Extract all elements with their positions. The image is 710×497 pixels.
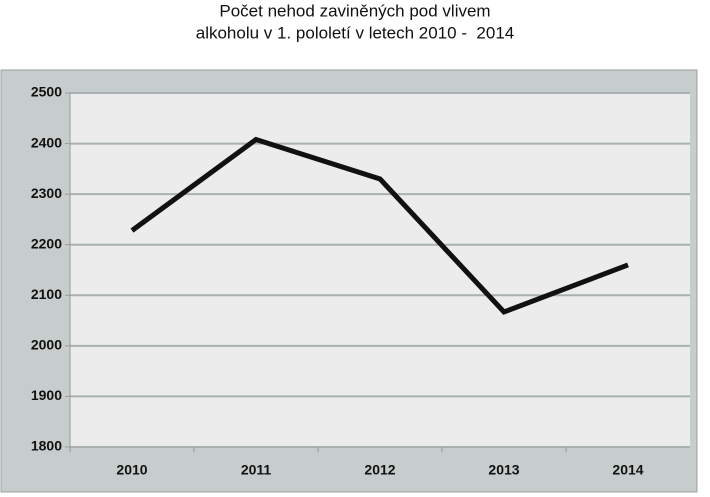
y-tick-label: 2500: [31, 84, 62, 100]
x-tick-label: 2010: [116, 462, 147, 478]
y-tick-label: 1900: [31, 387, 62, 403]
x-tick-label: 2012: [364, 462, 395, 478]
y-tick-label: 1800: [31, 438, 62, 454]
chart-title: alkoholu v 1. pololetí v letech 2010 - 2…: [196, 23, 515, 42]
y-tick-label: 2100: [31, 286, 62, 302]
y-tick-label: 2400: [31, 134, 62, 150]
x-tick-label: 2014: [612, 462, 643, 478]
chart-title: Počet nehod zaviněných pod vlivem: [219, 1, 490, 20]
y-tick-label: 2200: [31, 235, 62, 251]
y-tick-label: 2300: [31, 185, 62, 201]
x-tick-label: 2013: [488, 462, 519, 478]
data-line: [130, 136, 629, 315]
plot-area: [70, 93, 690, 447]
y-tick-label: 2000: [31, 337, 62, 353]
x-tick-label: 2011: [241, 462, 272, 478]
